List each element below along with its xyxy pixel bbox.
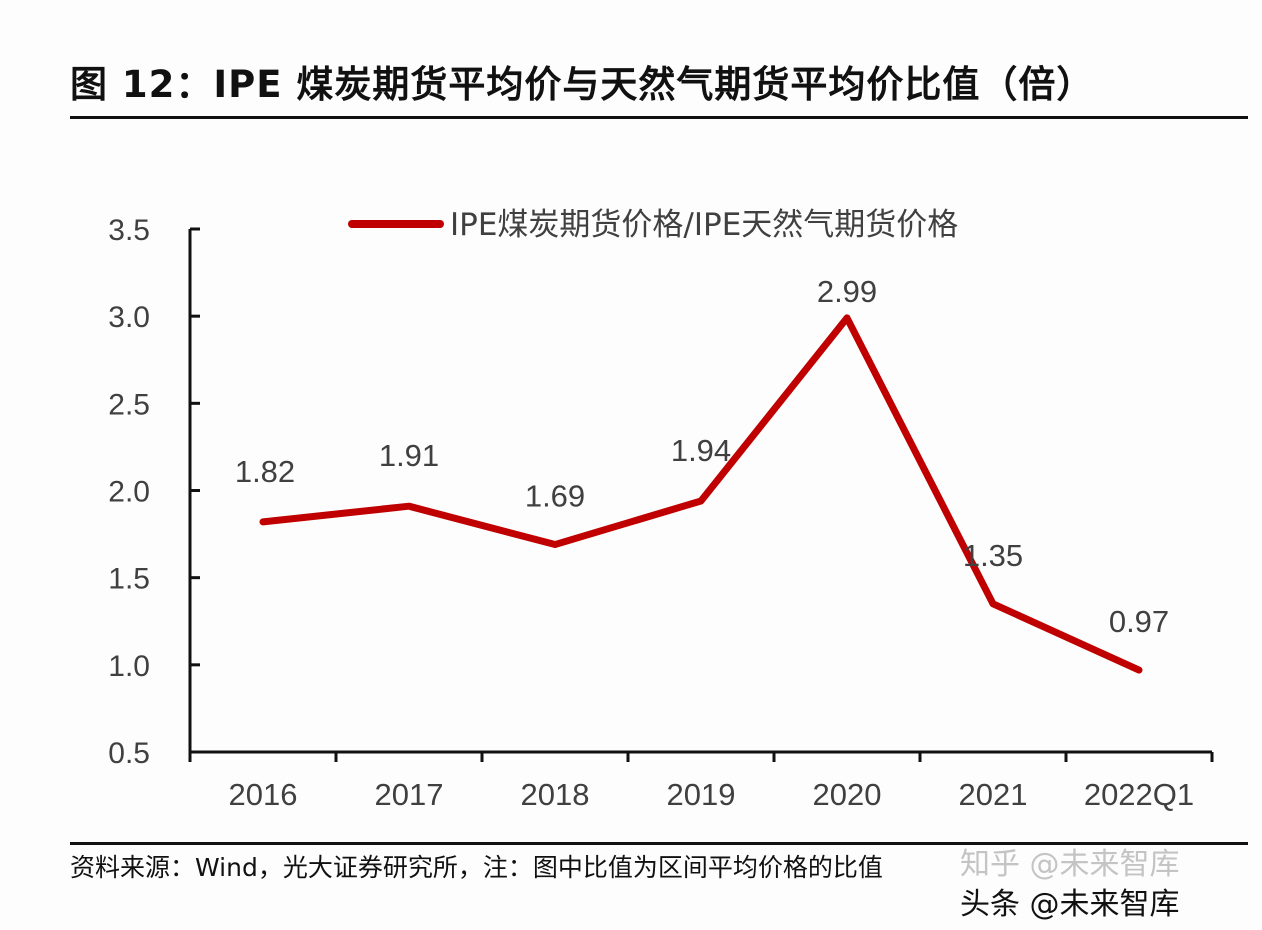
watermark-zhihu: 知乎 @未来智库 xyxy=(960,847,1180,882)
x-tick-label: 2019 xyxy=(667,777,736,812)
x-tick-label: 2018 xyxy=(521,777,590,812)
y-tick-label: 3.0 xyxy=(108,301,150,334)
data-label: 1.94 xyxy=(671,433,731,468)
y-tick-label: 0.5 xyxy=(108,737,150,770)
x-tick-label: 2021 xyxy=(959,777,1028,812)
data-point xyxy=(1137,668,1141,673)
legend-label: IPE煤炭期货价格/IPE天然气期货价格 xyxy=(450,207,958,243)
figure-title: 图 12：IPE 煤炭期货平均价与天然气期货平均价比值（倍） xyxy=(70,63,1095,106)
y-tick-label: 2.0 xyxy=(108,476,150,509)
data-label: 1.69 xyxy=(525,479,585,514)
data-point xyxy=(845,315,849,320)
data-label: 1.91 xyxy=(379,438,439,473)
x-tick-label: 2016 xyxy=(229,777,298,812)
x-tick-label: 2017 xyxy=(375,777,444,812)
title-rule xyxy=(70,116,1248,119)
data-label: 1.82 xyxy=(235,454,295,489)
y-tick-label: 2.5 xyxy=(108,388,150,421)
data-point xyxy=(407,504,411,509)
data-point xyxy=(261,519,265,524)
y-tick-label: 3.5 xyxy=(108,214,150,247)
y-tick-label: 1.5 xyxy=(108,563,150,596)
watermark-toutiao: 头条 @未来智库 xyxy=(960,887,1180,922)
data-label: 1.35 xyxy=(963,538,1023,573)
data-point xyxy=(553,542,557,547)
source-note: 资料来源：Wind，光大证券研究所，注：图中比值为区间平均价格的比值 xyxy=(70,853,883,882)
x-tick-label: 2022Q1 xyxy=(1084,777,1194,812)
y-tick-label: 1.0 xyxy=(108,650,150,683)
series-line xyxy=(259,314,1143,674)
data-label: 2.99 xyxy=(817,274,877,309)
x-tick-label: 2020 xyxy=(813,777,882,812)
source-rule xyxy=(70,842,1248,845)
data-point xyxy=(699,498,703,503)
data-label: 0.97 xyxy=(1109,604,1169,639)
data-point xyxy=(991,601,995,606)
